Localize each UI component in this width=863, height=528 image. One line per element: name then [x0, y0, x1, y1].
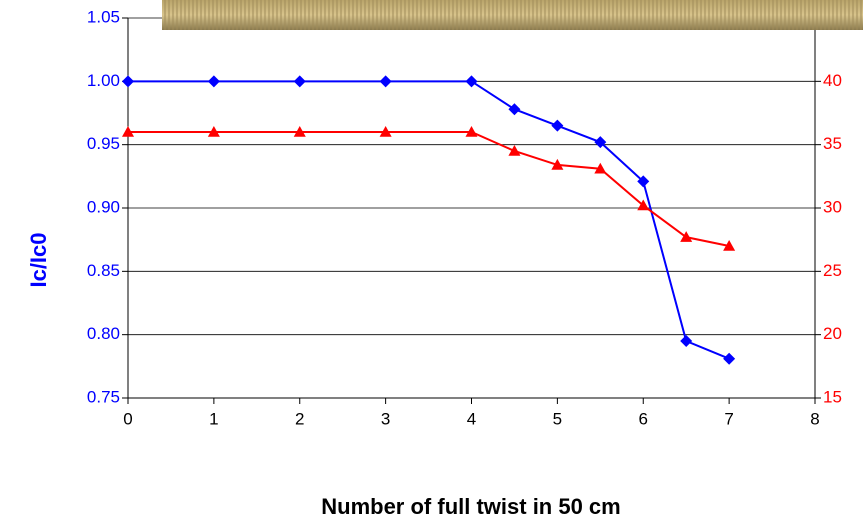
x-tick-label: 1: [209, 409, 218, 428]
y-tick-label: 0.95: [87, 134, 120, 153]
y2-tick-label: 40: [823, 71, 842, 90]
x-tick-label: 3: [381, 409, 390, 428]
point: [379, 75, 392, 88]
point: [465, 75, 478, 88]
y-tick-label: 0.75: [87, 387, 120, 406]
y2-tick-label: 20: [823, 324, 842, 343]
point: [465, 126, 478, 137]
y-axis-title: Ic/Ic0: [26, 232, 51, 287]
x-tick-label: 2: [295, 409, 304, 428]
y2-tick-label: 25: [823, 261, 842, 280]
series-line: [128, 80, 730, 360]
point: [293, 75, 306, 88]
point: [723, 240, 736, 251]
point: [207, 126, 220, 137]
point: [723, 352, 736, 365]
x-tick-label: 0: [123, 409, 132, 428]
point: [293, 126, 306, 137]
x-tick-label: 7: [724, 409, 733, 428]
point: [379, 126, 392, 137]
point: [594, 136, 607, 149]
y2-tick-label: 15: [823, 387, 842, 406]
x-tick-label: 6: [639, 409, 648, 428]
x-tick-label: 8: [810, 409, 819, 428]
y-tick-label: 0.80: [87, 324, 120, 343]
point: [122, 75, 134, 88]
photo: [162, 0, 863, 30]
point: [594, 162, 607, 174]
point: [551, 119, 564, 132]
y2-tick-label: 30: [823, 197, 842, 216]
point: [680, 231, 693, 242]
y-tick-label: 0.90: [87, 197, 120, 216]
y2-tick-label: 35: [823, 134, 842, 153]
point: [508, 145, 521, 156]
point: [637, 175, 650, 188]
point: [207, 75, 220, 88]
x-tick-label: 4: [467, 409, 476, 428]
point: [122, 126, 134, 137]
x-axis-title: Number of full twist in 50 cm: [321, 494, 620, 519]
series-line: [128, 131, 730, 247]
point: [551, 158, 564, 170]
y-tick-label: 1.00: [87, 71, 120, 90]
x-tick-label: 5: [553, 409, 562, 428]
point: [508, 103, 521, 116]
y-tick-label: 1.05: [87, 7, 120, 26]
y-tick-label: 0.85: [87, 261, 120, 280]
point: [637, 199, 650, 211]
point: [680, 335, 693, 347]
